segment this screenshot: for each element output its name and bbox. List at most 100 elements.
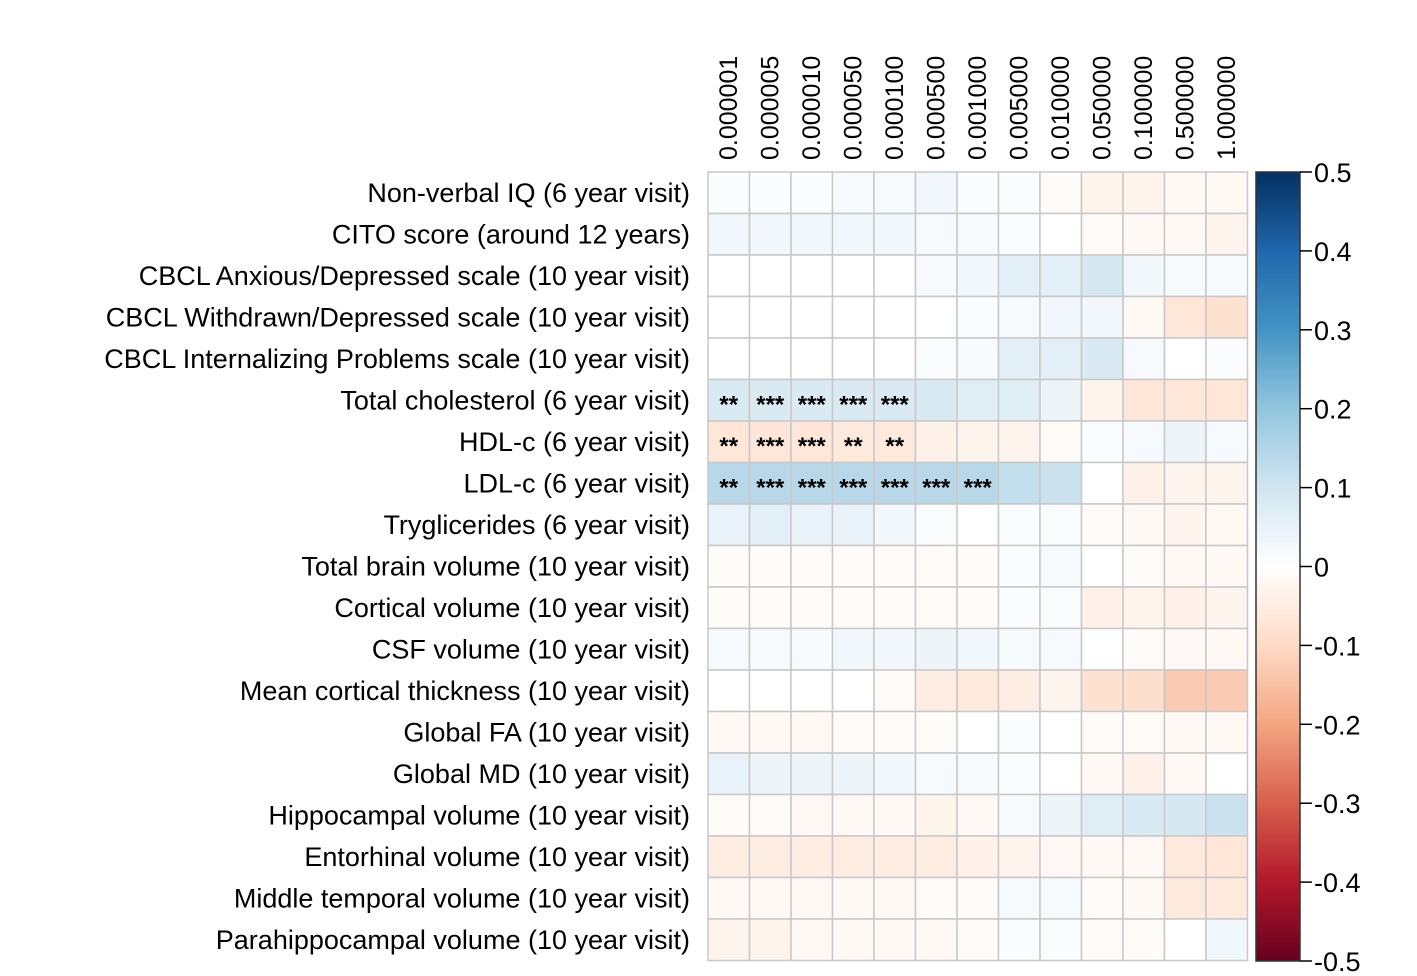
heatmap-cell [873, 918, 917, 962]
heatmap-cell [997, 752, 1041, 796]
heatmap-cell [748, 918, 792, 962]
heatmap-cell [1039, 835, 1083, 879]
colorbar-tick-label: -0.5 [1314, 947, 1361, 976]
heatmap-cell [1080, 793, 1124, 837]
heatmap-cell [1122, 752, 1166, 796]
heatmap-cell [1205, 627, 1249, 671]
heatmap-cell [1080, 461, 1124, 505]
heatmap-cell [1039, 503, 1083, 547]
heatmap-cell [914, 171, 958, 215]
heatmap-cell [707, 337, 751, 381]
heatmap-cell [831, 876, 875, 920]
heatmap-cell [1122, 835, 1166, 879]
heatmap-cell [831, 544, 875, 588]
heatmap-cell [1122, 793, 1166, 837]
heatmap-cell [748, 835, 792, 879]
heatmap-cell [873, 669, 917, 713]
heatmap-cell [997, 627, 1041, 671]
heatmap-cell [1080, 710, 1124, 754]
heatmap-cell [914, 669, 958, 713]
colorbar-gradient [1255, 171, 1301, 962]
heatmap-cell [956, 835, 1000, 879]
heatmap-cell [1205, 835, 1249, 879]
heatmap-cell [1205, 752, 1249, 796]
heatmap-cell [831, 752, 875, 796]
heatmap-cell [1163, 378, 1207, 422]
heatmap-cell [873, 212, 917, 256]
column-label: 0.000001 [715, 56, 743, 160]
heatmap-cell [1122, 918, 1166, 962]
heatmap-cell [1080, 627, 1124, 671]
column-label: 0.001000 [964, 56, 992, 160]
heatmap-cell [873, 835, 917, 879]
heatmap-cell [1080, 503, 1124, 547]
heatmap-cell [790, 918, 834, 962]
heatmap-cell [873, 295, 917, 339]
heatmap-cell [1163, 295, 1207, 339]
heatmap-cell [956, 544, 1000, 588]
heatmap-cell [1080, 295, 1124, 339]
heatmap-cell [997, 918, 1041, 962]
heatmap-cell [1163, 212, 1207, 256]
heatmap-cell [914, 835, 958, 879]
heatmap-cell [1205, 254, 1249, 298]
column-labels: 0.000001 0.000005 0.000010 0.000050 0.000100… [715, 56, 1241, 160]
heatmap-cell [831, 669, 875, 713]
heatmap-cell [707, 876, 751, 920]
column-label: 0.100000 [1130, 56, 1158, 160]
heatmap-cell [707, 378, 751, 422]
heatmap-cell [831, 503, 875, 547]
colorbar-tick-label: 0 [1314, 553, 1329, 583]
colorbar-tick-label: 0.4 [1314, 237, 1352, 267]
heatmap-cell [790, 212, 834, 256]
colorbar-tick-label: 0.5 [1314, 158, 1352, 188]
heatmap-cell [1163, 835, 1207, 879]
heatmap-cell [707, 503, 751, 547]
heatmap-cell [748, 295, 792, 339]
heatmap-cell [997, 669, 1041, 713]
heatmap-cell [831, 627, 875, 671]
heatmap-cell [997, 461, 1041, 505]
heatmap-cell [790, 295, 834, 339]
significance-star: *** [964, 474, 993, 501]
heatmap-cell [1122, 254, 1166, 298]
heatmap-cell [997, 835, 1041, 879]
significance-star: *** [881, 474, 910, 501]
heatmap-cell [914, 378, 958, 422]
heatmap-cell [873, 627, 917, 671]
heatmap-cell [956, 420, 1000, 464]
significance-star: ** [844, 433, 863, 460]
row-label: Entorhinal volume (10 year visit) [304, 842, 690, 872]
heatmap-cell [997, 171, 1041, 215]
heatmap-cell [1163, 710, 1207, 754]
heatmap-cell [707, 793, 751, 837]
heatmap-cell [748, 337, 792, 381]
heatmap-cell [1163, 337, 1207, 381]
heatmap-cell [956, 876, 1000, 920]
row-label: Parahippocampal volume (10 year visit) [216, 925, 690, 955]
heatmap-cell [1080, 171, 1124, 215]
heatmap-cell [831, 793, 875, 837]
heatmap-cell [873, 710, 917, 754]
heatmap-cell [1080, 752, 1124, 796]
heatmap-cell [956, 378, 1000, 422]
heatmap-cell [1163, 627, 1207, 671]
heatmap-cell [1122, 461, 1166, 505]
heatmap-cell [956, 669, 1000, 713]
heatmap-cell [914, 544, 958, 588]
row-labels: Non-verbal IQ (6 year visit) CITO score (… [104, 178, 690, 955]
heatmap-cell [997, 503, 1041, 547]
heatmap-cell [914, 876, 958, 920]
heatmap-cell [748, 710, 792, 754]
heatmap-cell [707, 710, 751, 754]
column-label: 0.000010 [798, 56, 826, 160]
significance-star: ** [885, 433, 904, 460]
colorbar-tick-label: -0.1 [1314, 631, 1361, 661]
heatmap-cell [831, 254, 875, 298]
heatmap-cell [1080, 212, 1124, 256]
heatmap-cell [1039, 544, 1083, 588]
heatmap-cell [1122, 669, 1166, 713]
heatmap-cell [1122, 627, 1166, 671]
heatmap-cell [790, 876, 834, 920]
heatmap-cell [790, 420, 834, 464]
